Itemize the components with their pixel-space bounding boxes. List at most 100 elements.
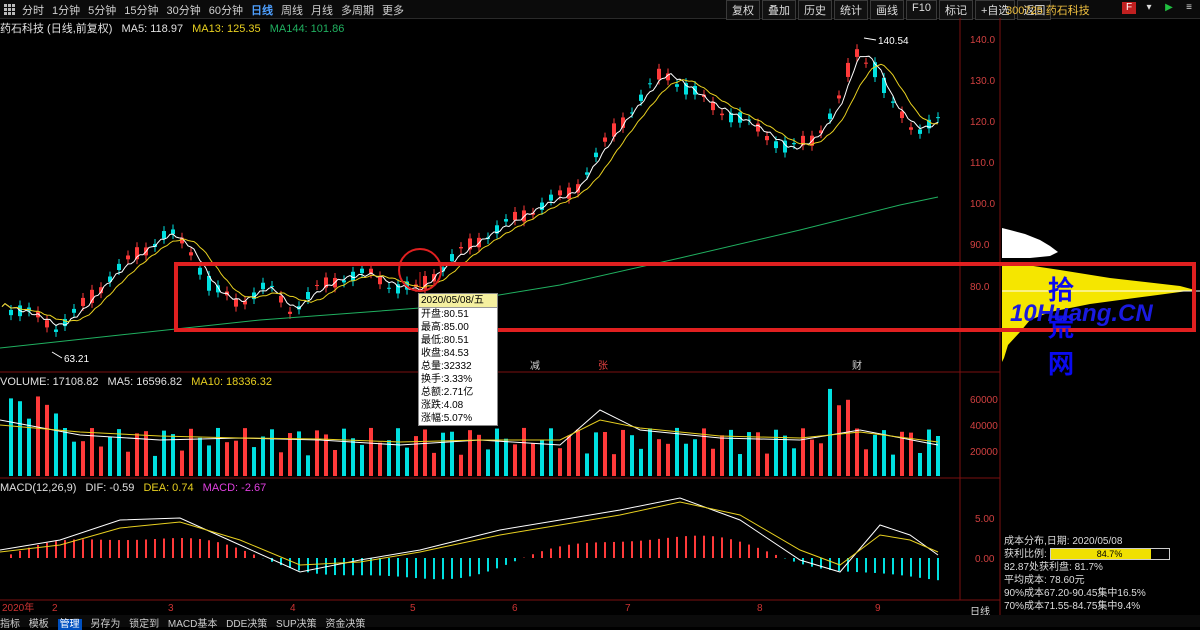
volume-bar: [81, 441, 85, 476]
macd-bar: [694, 536, 696, 558]
volume-bar: [603, 432, 607, 476]
btn-template[interactable]: 模板: [29, 619, 49, 630]
volume-bar: [117, 429, 121, 476]
volume-bar: [162, 431, 166, 476]
macd-bar: [73, 540, 75, 558]
macd-bar: [928, 558, 930, 579]
event-marker: 减: [530, 360, 540, 372]
x-tick: 4: [290, 603, 296, 614]
tooltip-low: 最低:80.51: [419, 334, 497, 347]
macd-tick: 0.00: [975, 554, 995, 565]
volume-bar: [630, 435, 634, 476]
ma-line: [2, 64, 938, 321]
tooltip-volume: 总量:32332: [419, 360, 497, 373]
candle-body: [585, 172, 589, 174]
candle-body: [936, 117, 940, 118]
volume-bar: [576, 430, 580, 476]
macd-bar: [919, 558, 921, 578]
volume-bar: [387, 440, 391, 476]
volume-bar: [342, 429, 346, 476]
volume-bar: [207, 445, 211, 476]
macd-bar: [874, 558, 876, 573]
volume-bar: [126, 452, 130, 476]
volume-bar: [639, 449, 643, 476]
btn-save-as[interactable]: 另存为: [90, 619, 120, 630]
macd-bar: [658, 539, 660, 558]
macd-bar: [217, 542, 219, 558]
volume-bar: [450, 432, 454, 476]
btn-macd-basic[interactable]: MACD基本: [168, 619, 217, 630]
price-tick: 110.0: [970, 158, 995, 169]
volume-bar: [18, 401, 22, 476]
price-tick: 80.0: [970, 282, 990, 293]
btn-indicator[interactable]: 指标: [0, 619, 20, 630]
candle-body: [81, 298, 85, 306]
tooltip-open: 开盘:80.51: [419, 308, 497, 321]
btn-lock-to[interactable]: 锁定到: [129, 619, 159, 630]
candle-tooltip: 2020/05/08/五 开盘:80.51 最高:85.00 最低:80.51 …: [418, 293, 498, 426]
price-tick: 90.0: [970, 240, 990, 251]
volume-tick: 20000: [970, 447, 998, 458]
btn-manage[interactable]: 管理: [58, 619, 82, 630]
macd-bar: [442, 558, 444, 579]
volume-bar: [486, 449, 490, 476]
volume-bar: [855, 429, 859, 476]
macd-line: [0, 502, 938, 565]
macd-bar: [901, 558, 903, 575]
macd-bar: [235, 548, 237, 558]
macd-bar: [82, 539, 84, 558]
x-tick: 6: [512, 603, 518, 614]
x-tick: 3: [168, 603, 174, 614]
macd-bar: [37, 545, 39, 558]
tooltip-amount: 总额:2.71亿: [419, 386, 497, 399]
candle-body: [189, 252, 193, 255]
volume-bar: [270, 429, 274, 476]
event-marker: 财: [852, 359, 862, 372]
candle-body: [828, 114, 832, 119]
btn-fund[interactable]: 资金决策: [325, 619, 365, 630]
volume-bar: [495, 429, 499, 476]
macd-bar: [397, 558, 399, 577]
volume-bar: [702, 428, 706, 476]
volume-bar: [792, 448, 796, 476]
macd-bar: [712, 536, 714, 558]
macd-bar: [496, 558, 498, 568]
volume-bar: [468, 430, 472, 476]
tooltip-turnover: 换手:3.33%: [419, 373, 497, 386]
macd-bar: [208, 540, 210, 558]
macd-bar: [127, 540, 129, 558]
macd-bar: [829, 558, 831, 570]
candle-body: [288, 312, 292, 314]
macd-bar: [244, 551, 246, 558]
candle-body: [360, 269, 364, 273]
macd-bar: [541, 551, 543, 558]
cost-70: 70%成本71.55-84.75集中9.4%: [1004, 600, 1200, 613]
candle-body: [603, 138, 607, 142]
tooltip-change: 涨跌:4.08: [419, 399, 497, 412]
macd-bar: [100, 540, 102, 558]
candle-body: [45, 320, 49, 327]
macd-bar: [424, 558, 426, 579]
macd-bar: [460, 558, 462, 578]
macd-bar: [154, 539, 156, 558]
btn-dde[interactable]: DDE决策: [226, 619, 267, 630]
tooltip-high: 最高:85.00: [419, 321, 497, 334]
candle-body: [198, 268, 202, 275]
candle-body: [756, 124, 760, 132]
macd-bar: [505, 558, 507, 565]
x-tick: 9: [875, 603, 881, 614]
volume-bar: [819, 443, 823, 476]
volume-bar: [846, 400, 850, 476]
volume-bar: [540, 440, 544, 476]
macd-bar: [199, 539, 201, 558]
macd-value: MACD: -2.67: [203, 482, 267, 494]
macd-bar: [865, 558, 867, 572]
macd-bar: [559, 546, 561, 558]
btn-sup[interactable]: SUP决策: [276, 619, 317, 630]
high-price-label: 140.54: [878, 36, 909, 47]
volume-bar: [774, 430, 778, 476]
macd-bars: [10, 536, 939, 581]
volume-bar: [720, 435, 724, 476]
candle-body: [261, 283, 265, 289]
macd-bar: [388, 558, 390, 576]
